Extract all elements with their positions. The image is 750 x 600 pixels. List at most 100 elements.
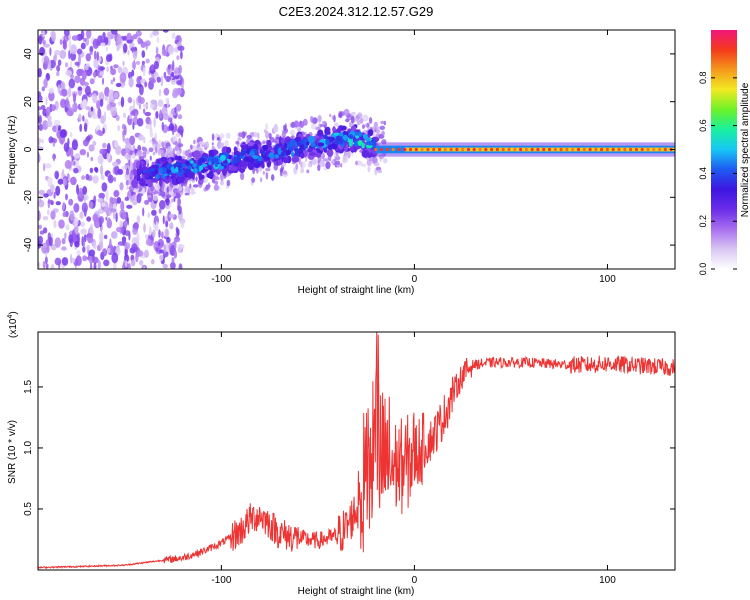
spectrogram-noise-blob	[142, 103, 149, 108]
spectrogram-noise-blob	[110, 102, 116, 108]
spectrogram-noise-blob	[38, 235, 43, 246]
spectrogram-noise-blob	[80, 228, 87, 235]
spectrogram-haze-blob	[283, 124, 287, 131]
snr-y-tick-label: 0.5	[23, 502, 34, 516]
spectrogram-core-blob	[348, 134, 354, 139]
spectrogram-haze-blob	[125, 180, 130, 186]
spectrogram-noise-blob	[141, 50, 146, 58]
spectrogram-noise-blob	[149, 119, 152, 127]
spectrogram-haze-blob	[127, 190, 132, 199]
spectrogram-noise-blob	[155, 111, 159, 119]
spectrogram-noise-blob	[73, 203, 80, 213]
spectrogram-ridge-blob	[315, 152, 322, 158]
spectrogram-noise-blob	[123, 35, 128, 41]
spectrogram-noise-blob	[47, 199, 54, 204]
spectrogram-noise-blob	[90, 156, 94, 162]
spectrogram-noise-blob	[166, 236, 171, 244]
spectrogram-noise-blob	[103, 36, 109, 43]
spectrogram-haze-blob	[253, 131, 258, 138]
spectrogram-core-blob	[323, 139, 330, 146]
spectrogram-haze-blob	[168, 186, 173, 191]
spectrogram-noise-blob	[46, 120, 53, 128]
spectrogram-ridge-blob	[132, 180, 139, 185]
spectrogram-haze-blob	[258, 167, 263, 172]
spectrogram-haze-blob	[344, 151, 351, 157]
spectrogram-haze-blob	[124, 164, 128, 170]
spectrogram-haze-blob	[365, 123, 368, 128]
spectrogram-band-dot	[472, 147, 476, 152]
spectrogram-noise-blob	[55, 201, 61, 206]
spectrogram-core-blob	[310, 142, 317, 148]
spectrogram-noise-blob	[164, 228, 169, 238]
spectrogram-noise-blob	[39, 46, 45, 56]
spectrogram-noise-blob	[140, 41, 146, 48]
colorbar: 0.0 0.2 0.4 0.6 0.8 Normalized spectral ampl…	[698, 30, 750, 275]
spectrogram-band-dot	[519, 147, 523, 152]
spectrogram-noise-blob	[41, 86, 45, 92]
spectrogram-noise-blob	[137, 37, 142, 45]
spectrogram-noise-blob	[169, 222, 174, 230]
spectrogram-ridge-blob	[136, 160, 140, 168]
spectrogram-core-blob	[175, 161, 180, 166]
spectrogram-noise-blob	[137, 250, 144, 257]
spectrogram-noise-blob	[92, 175, 99, 184]
spectrogram-haze-blob	[372, 125, 376, 131]
spectrogram-ridge-blob	[280, 137, 285, 144]
spectrogram-noise-blob	[111, 30, 118, 35]
spectrogram-noise-blob	[158, 208, 162, 214]
spectrogram-noise-blob	[132, 121, 135, 130]
spectrogram-noise-blob	[86, 151, 90, 158]
spectrogram-core-blob	[154, 165, 160, 170]
spectrogram-haze-blob	[311, 117, 318, 124]
spectrogram-core-blob	[262, 150, 266, 156]
spectrogram-noise-blob	[134, 112, 138, 119]
spectrogram-noise-blob	[152, 229, 156, 238]
spectrogram-noise-blob	[145, 42, 148, 50]
spectrogram-noise-blob	[165, 97, 169, 104]
spectrogram-noise-blob	[151, 209, 157, 216]
spectrogram-haze-blob	[310, 115, 314, 123]
spectrogram-band-dot	[611, 147, 615, 152]
spectrogram-noise-blob	[56, 71, 60, 77]
spectrogram-band-dot	[605, 147, 610, 152]
spectrogram-core-blob	[338, 132, 344, 137]
spectrogram-noise-blob	[48, 236, 53, 247]
spectrogram-noise-blob	[79, 211, 84, 219]
spectrogram-noise-blob	[129, 135, 136, 146]
spectrogram-noise-blob	[93, 262, 97, 269]
spectrogram-haze-blob	[336, 152, 339, 158]
spectrogram-noise-blob	[127, 49, 130, 56]
spectrogram-noise-blob	[42, 40, 47, 45]
spectrogram-noise-blob	[165, 220, 169, 228]
spectrogram-noise-blob	[172, 60, 175, 72]
spectrogram-noise-blob	[50, 210, 56, 220]
spectrogram-noise-blob	[94, 167, 99, 173]
spectrogram-ridge-blob	[187, 170, 194, 179]
spectrogram-core-blob	[277, 149, 282, 155]
spectrogram-haze-blob	[262, 140, 266, 144]
spectrogram-band-dot	[542, 147, 546, 152]
spectrogram-noise-blob	[60, 82, 65, 90]
snr-axes: -100 0 100 0.5 1.0 1.5	[23, 332, 675, 586]
spectrogram-haze-blob	[268, 132, 272, 139]
spectrogram-haze-blob	[322, 120, 326, 126]
spectrogram-noise-blob	[176, 55, 180, 60]
spectrogram-ridge-blob	[134, 174, 138, 179]
spectrogram-band-dot	[443, 147, 447, 152]
spectrogram-noise-blob	[175, 192, 182, 199]
spectrogram-noise-blob	[156, 76, 161, 83]
spectrogram-haze-blob	[376, 129, 381, 134]
spectrogram-noise-blob	[66, 109, 74, 117]
spectrogram-noise-blob	[99, 71, 104, 76]
spectrogram-haze-blob	[291, 135, 295, 139]
spectrogram-noise-blob	[86, 233, 94, 244]
spectrogram-panel: -100 0 100 -40 -20 0 20 40 Height of straight l…	[7, 29, 676, 296]
spectrogram-haze-blob	[362, 124, 365, 129]
spectrogram-noise-blob	[80, 221, 85, 228]
spectrogram-haze-blob	[321, 152, 326, 160]
spectrogram-noise-blob	[156, 36, 160, 44]
spectrogram-band-dot	[582, 147, 586, 152]
spectrogram-haze-blob	[226, 179, 231, 187]
spectrogram-noise-blob	[177, 204, 180, 211]
spectrogram-noise-blob	[89, 167, 94, 174]
